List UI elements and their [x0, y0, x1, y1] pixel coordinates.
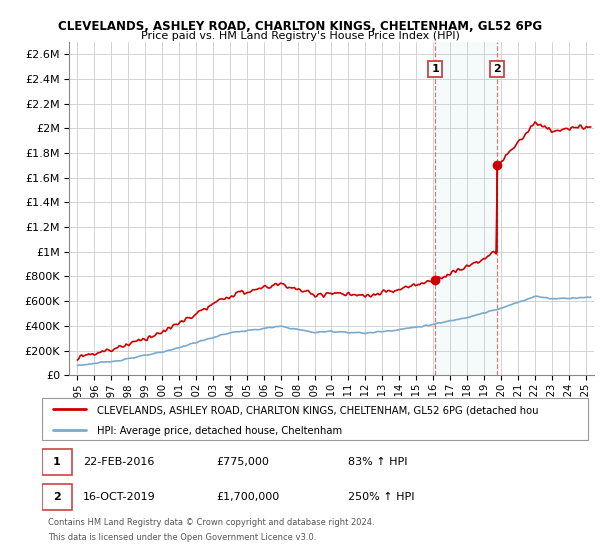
Text: 22-FEB-2016: 22-FEB-2016 — [83, 457, 154, 467]
Text: £775,000: £775,000 — [217, 457, 269, 467]
FancyBboxPatch shape — [42, 484, 72, 510]
Text: Contains HM Land Registry data © Crown copyright and database right 2024.: Contains HM Land Registry data © Crown c… — [48, 518, 374, 527]
Text: 83% ↑ HPI: 83% ↑ HPI — [348, 457, 407, 467]
FancyBboxPatch shape — [42, 449, 72, 475]
Text: 250% ↑ HPI: 250% ↑ HPI — [348, 492, 414, 502]
Text: 1: 1 — [53, 457, 61, 467]
Text: 2: 2 — [53, 492, 61, 502]
FancyBboxPatch shape — [42, 398, 588, 440]
Bar — [435, 42, 497, 375]
Text: CLEVELANDS, ASHLEY ROAD, CHARLTON KINGS, CHELTENHAM, GL52 6PG: CLEVELANDS, ASHLEY ROAD, CHARLTON KINGS,… — [58, 20, 542, 32]
Text: 2: 2 — [493, 64, 501, 74]
Text: 1: 1 — [431, 64, 439, 74]
Text: HPI: Average price, detached house, Cheltenham: HPI: Average price, detached house, Chel… — [97, 426, 342, 436]
Text: CLEVELANDS, ASHLEY ROAD, CHARLTON KINGS, CHELTENHAM, GL52 6PG (detached hou: CLEVELANDS, ASHLEY ROAD, CHARLTON KINGS,… — [97, 405, 538, 415]
Text: This data is licensed under the Open Government Licence v3.0.: This data is licensed under the Open Gov… — [48, 533, 316, 542]
Text: £1,700,000: £1,700,000 — [217, 492, 280, 502]
Text: 16-OCT-2019: 16-OCT-2019 — [83, 492, 156, 502]
Text: Price paid vs. HM Land Registry's House Price Index (HPI): Price paid vs. HM Land Registry's House … — [140, 31, 460, 41]
